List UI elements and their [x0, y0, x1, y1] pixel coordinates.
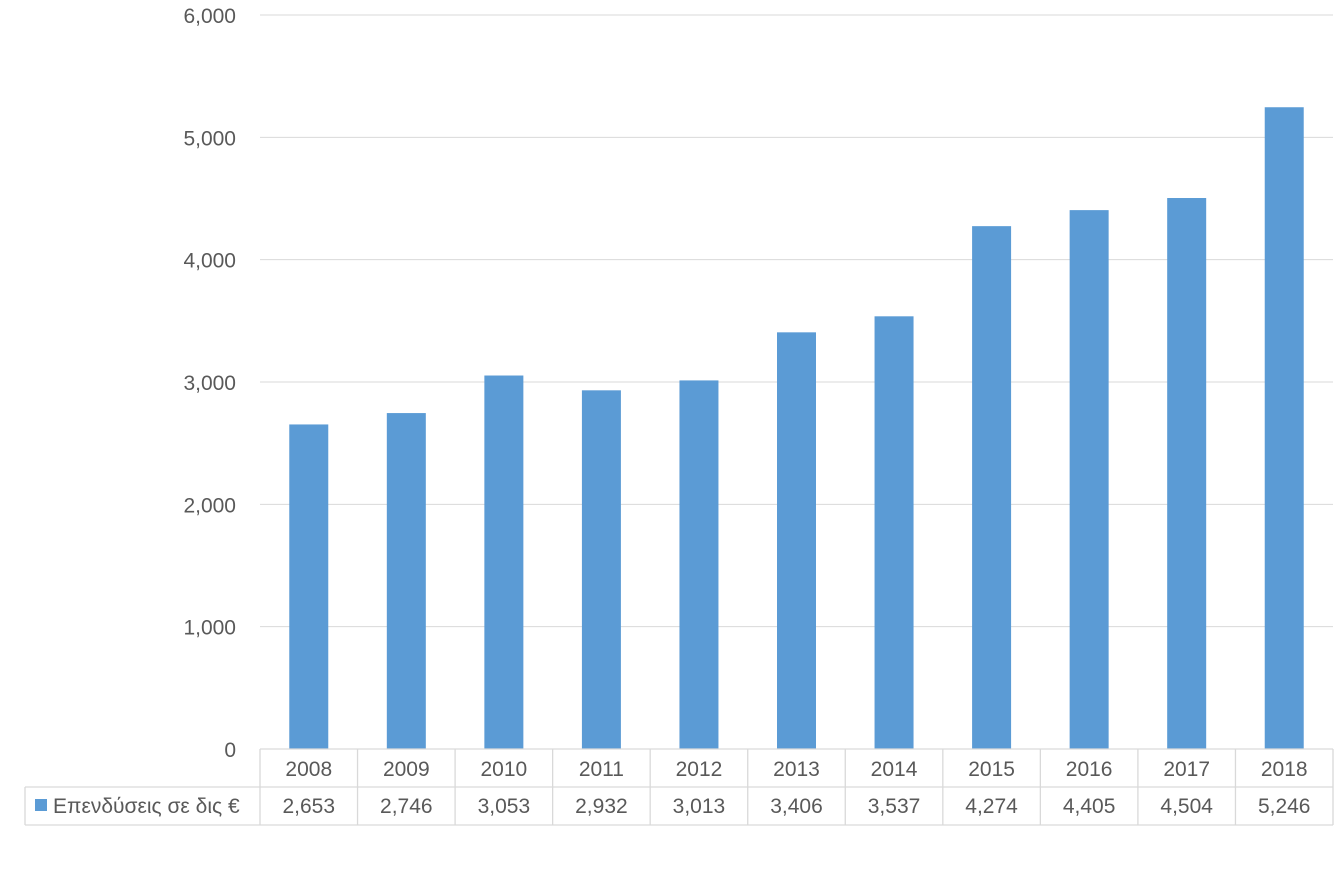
x-tick-label: 2010	[481, 758, 528, 781]
data-label: 2,653	[282, 795, 335, 818]
x-tick-label: 2011	[579, 758, 624, 781]
bar-2016	[1069, 210, 1109, 749]
bar-2011	[581, 390, 621, 749]
x-tick-label: 2016	[1066, 758, 1113, 781]
bar-2018	[1264, 107, 1304, 750]
bar-2015	[972, 226, 1012, 749]
bar-2010	[484, 375, 524, 749]
data-label: 2,746	[380, 795, 433, 818]
x-tick-label: 2012	[676, 758, 723, 781]
bar-2012	[679, 380, 719, 749]
x-tick-label: 2008	[285, 758, 332, 781]
y-tick-label: 2,000	[183, 494, 236, 517]
y-tick-label: 4,000	[183, 250, 236, 273]
data-label: 4,405	[1063, 795, 1116, 818]
y-tick-label: 1,000	[183, 617, 236, 640]
bars	[289, 107, 1304, 750]
x-tick-label: 2009	[383, 758, 430, 781]
x-tick-label: 2015	[968, 758, 1015, 781]
legend-label: Επενδύσεις σε δις €	[53, 795, 240, 818]
y-tick-label: 6,000	[183, 5, 236, 28]
data-label: 3,013	[673, 795, 726, 818]
data-label: 4,504	[1160, 795, 1213, 818]
x-tick-label: 2014	[871, 758, 918, 781]
x-tick-label: 2017	[1163, 758, 1210, 781]
bar-2014	[874, 316, 914, 749]
bar-2017	[1167, 198, 1207, 749]
x-tick-label: 2018	[1261, 758, 1308, 781]
data-table: 2008 2,653 2009 2,746 2010 3,053 2011 2,932 2012…	[24, 748, 1334, 826]
y-tick-label: 3,000	[183, 372, 236, 395]
data-label: 3,053	[478, 795, 531, 818]
data-label: 2,932	[575, 795, 628, 818]
bar-2013	[777, 332, 816, 749]
y-axis-tick-labels: 0 1,000 2,000 3,000 4,000 5,000 6,000	[183, 5, 236, 762]
data-label: 3,406	[770, 795, 823, 818]
data-label: 4,274	[965, 795, 1018, 818]
bar-2009	[386, 413, 426, 749]
data-label: 3,537	[868, 795, 921, 818]
x-tick-label: 2013	[773, 758, 820, 781]
y-tick-label: 0	[224, 739, 236, 762]
data-label: 5,246	[1258, 795, 1311, 818]
y-tick-label: 5,000	[183, 127, 236, 150]
bar-2008	[289, 424, 329, 749]
legend-swatch	[35, 799, 47, 811]
